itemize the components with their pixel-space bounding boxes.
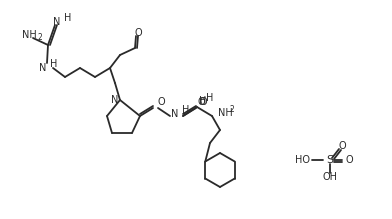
- Text: O: O: [158, 97, 166, 107]
- Text: N: N: [39, 63, 47, 73]
- Text: O: O: [338, 141, 346, 151]
- Text: NH: NH: [22, 30, 36, 40]
- Text: H: H: [182, 105, 189, 115]
- Text: 2: 2: [38, 34, 43, 42]
- Text: H: H: [50, 59, 57, 69]
- Text: O: O: [346, 155, 354, 165]
- Text: 2: 2: [230, 106, 235, 115]
- Text: N: N: [111, 95, 118, 105]
- Text: OH: OH: [323, 172, 338, 182]
- Text: S: S: [327, 155, 334, 165]
- Text: H: H: [206, 93, 213, 103]
- Text: H: H: [199, 96, 206, 106]
- Text: HO: HO: [295, 155, 310, 165]
- Text: N: N: [171, 109, 179, 119]
- Text: H: H: [64, 13, 71, 23]
- Text: O: O: [134, 28, 142, 38]
- Text: NH: NH: [218, 108, 233, 118]
- Text: N: N: [53, 17, 61, 27]
- Text: O: O: [200, 97, 208, 107]
- Text: O: O: [197, 97, 205, 107]
